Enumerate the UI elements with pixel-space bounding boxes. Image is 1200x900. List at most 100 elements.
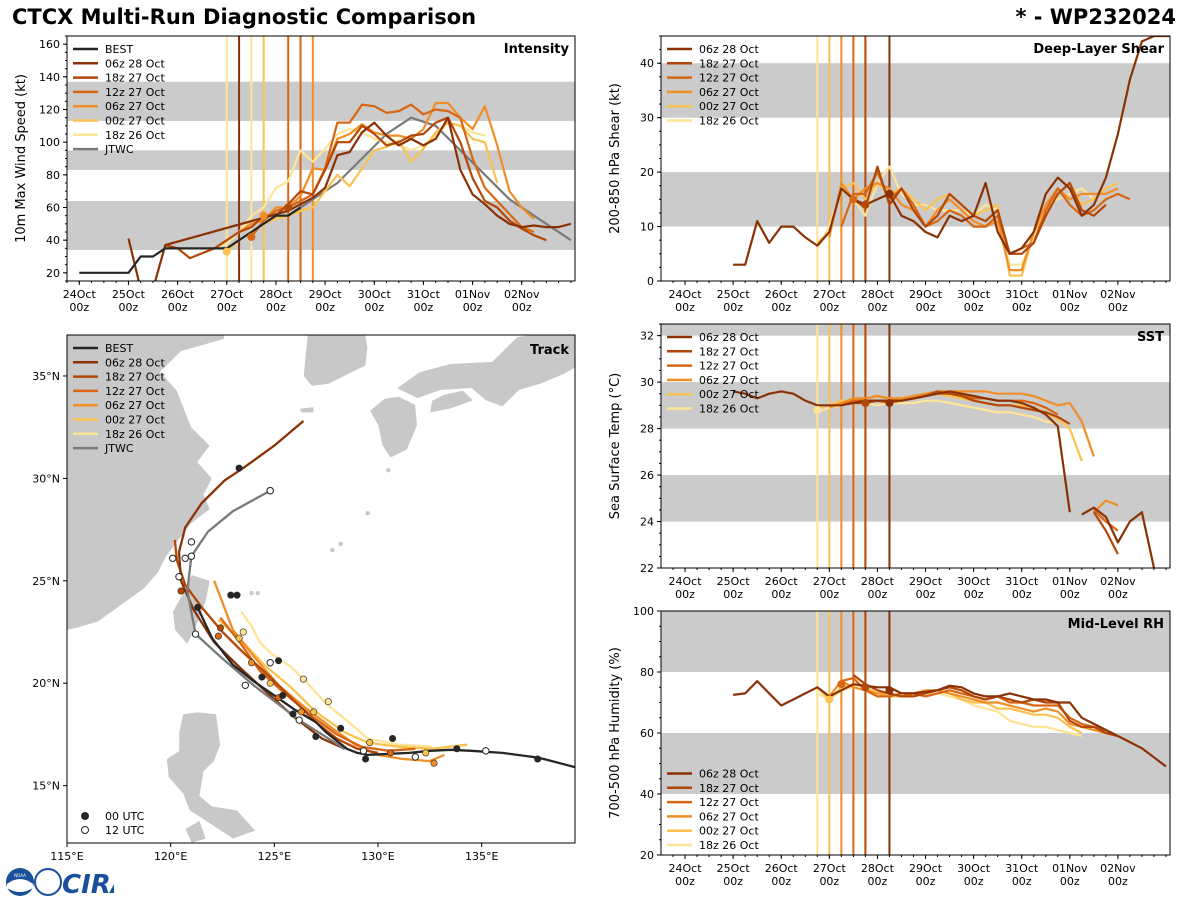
track-legend-label: 18z 27 Oct — [105, 371, 165, 384]
sst-series-line — [1092, 511, 1119, 555]
shear-legend-label: 06z 27 Oct — [699, 86, 759, 99]
track-node — [235, 634, 243, 642]
track-node — [411, 753, 420, 761]
track-node — [389, 735, 397, 743]
sst-frame — [660, 323, 1171, 569]
sst-title: SST — [1137, 330, 1164, 345]
ryukyu-island — [255, 590, 260, 596]
shear-xtick-hour: 00z — [916, 301, 936, 314]
rh-xtick-hour: 00z — [868, 875, 888, 888]
intensity-marker — [222, 247, 231, 256]
rh-marker — [837, 680, 846, 689]
sst-legend-label: 06z 28 Oct — [699, 331, 759, 344]
intensity-legend-label: 06z 27 Oct — [105, 100, 165, 113]
rh-legend-label: 06z 27 Oct — [699, 810, 759, 823]
sst-xtick-day: 29Oct — [909, 575, 943, 588]
sst-series-line — [1093, 509, 1119, 532]
intensity-series-line — [250, 103, 535, 238]
rh-xtick-hour: 00z — [723, 875, 743, 888]
sst-ytick-label: 24 — [640, 516, 654, 529]
intensity-ytick-label: 80 — [46, 169, 60, 182]
sst-marker — [813, 405, 822, 414]
rh-legend-label: 12z 27 Oct — [699, 796, 759, 809]
rh-legend-label: 18z 27 Oct — [699, 782, 759, 795]
shikoku-landmass — [429, 389, 474, 414]
rh-xtick-day: 25Oct — [717, 862, 751, 875]
korea-landmass — [270, 335, 369, 387]
track-node — [169, 554, 177, 562]
shear-ytick-label: 20 — [640, 166, 654, 179]
shear-xtick-hour: 00z — [868, 301, 888, 314]
track-node — [266, 659, 274, 667]
intensity-xtick-day: 01Nov — [455, 288, 491, 301]
rh-xtick-day: 24Oct — [669, 862, 703, 875]
intensity-title: Intensity — [504, 42, 570, 57]
sst-xtick-day: 01Nov — [1052, 575, 1088, 588]
luzon-landmass — [166, 711, 257, 840]
intensity-xtick-day: 30Oct — [358, 288, 392, 301]
shear-ylabel: 200-850 hPa Shear (kt) — [608, 83, 623, 234]
track-node — [337, 724, 345, 732]
china-landmass — [67, 335, 225, 631]
shear-panel: 01020304024Oct00z25Oct00z26Oct00z27Oct00… — [608, 35, 1171, 314]
rh-ytick-label: 100 — [633, 605, 654, 618]
track-legend-label: 00z 27 Oct — [105, 414, 165, 427]
shear-legend-label: 12z 27 Oct — [699, 72, 759, 85]
sst-xtick-hour: 00z — [1108, 588, 1128, 601]
shear-legend-label: 00z 27 Oct — [699, 100, 759, 113]
track-marker-legend-label: 00 UTC — [105, 810, 145, 823]
track-xtick-label: 115°E — [50, 850, 83, 863]
sst-xtick-day: 25Oct — [717, 575, 751, 588]
track-node — [453, 745, 461, 753]
sst-legend-label: 18z 27 Oct — [699, 345, 759, 358]
track-panel: 115°E 120°E 125°E 130°E 135°E 15°N 20°N 25°N 30°… — [32, 334, 576, 863]
track-ytick-label: 30°N — [32, 472, 60, 485]
rh-legend-label: 18z 26 Oct — [699, 839, 759, 852]
rh-series-line — [841, 676, 1107, 732]
rh-panel: 2040608010024Oct00z25Oct00z26Oct00z27Oct… — [608, 605, 1171, 888]
intensity-ytick-label: 160 — [39, 38, 60, 51]
intensity-marker — [247, 232, 256, 241]
intensity-xtick-hour: 00z — [364, 301, 384, 314]
track-legend-label: JTWC — [104, 442, 134, 455]
intensity-xtick-hour: 00z — [217, 301, 237, 314]
kyushu-landmass — [369, 396, 418, 459]
intensity-xtick-day: 26Oct — [161, 288, 195, 301]
rh-marker — [861, 683, 870, 692]
globe-icon — [34, 868, 62, 896]
rh-xtick-day: 27Oct — [813, 862, 847, 875]
intensity-xtick-hour: 00z — [315, 301, 335, 314]
sst-ytick-label: 28 — [640, 423, 654, 436]
intensity-legend-label: 12z 27 Oct — [105, 86, 165, 99]
sst-ytick-label: 32 — [640, 330, 654, 343]
shear-xtick-day: 25Oct — [717, 288, 751, 301]
shear-legend-label: 06z 28 Oct — [699, 43, 759, 56]
sst-legend-label: 18z 26 Oct — [699, 403, 759, 416]
rh-band — [661, 733, 1170, 794]
shear-xtick-hour: 00z — [1108, 301, 1128, 314]
intensity-legend-label: 18z 26 Oct — [105, 129, 165, 142]
sst-series-line — [1093, 499, 1119, 513]
track-node — [362, 755, 370, 763]
shear-xtick-hour: 00z — [819, 301, 839, 314]
shear-xtick-day: 24Oct — [669, 288, 703, 301]
rh-xtick-hour: 00z — [675, 875, 695, 888]
track-xtick-label: 120°E — [154, 850, 187, 863]
rh-xtick-day: 02Nov — [1100, 862, 1136, 875]
track-node — [177, 587, 185, 595]
sst-xtick-day: 31Oct — [1005, 575, 1039, 588]
noaa-badge-text: NOAA — [14, 873, 26, 878]
sst-ylabel: Sea Surface Temp (°C) — [608, 373, 623, 520]
ryukyu-island — [330, 547, 335, 553]
track-node — [258, 673, 266, 681]
mindoro-island — [184, 820, 207, 843]
sst-series-line — [828, 390, 1095, 457]
sst-xtick-hour: 00z — [916, 588, 936, 601]
sst-xtick-hour: 00z — [868, 588, 888, 601]
track-legend-label: 06z 28 Oct — [105, 356, 165, 369]
track-node — [266, 486, 274, 495]
ryukyu-island — [249, 590, 254, 596]
track-node — [324, 698, 332, 706]
track-legend-label: 12z 27 Oct — [105, 385, 165, 398]
sst-xtick-day: 27Oct — [813, 575, 847, 588]
